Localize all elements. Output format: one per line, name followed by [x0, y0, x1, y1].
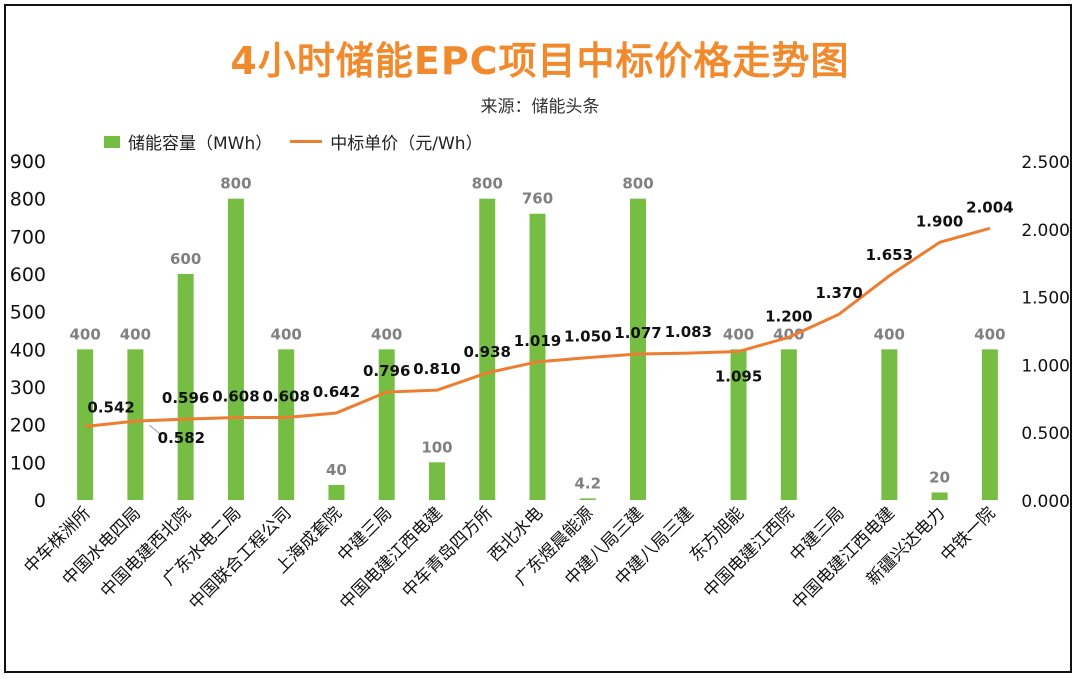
y-left-tick-label: 500 [10, 302, 46, 324]
line-data-label: 1.077 [614, 324, 661, 342]
legend-item-bar: 储能容量（MWh） [104, 129, 272, 154]
chart-legend: 储能容量（MWh） 中标单价（元/Wh） [104, 129, 491, 154]
bar [630, 198, 647, 500]
bar-data-label: 400 [120, 325, 151, 343]
bar [529, 213, 546, 500]
bar-data-label: 760 [522, 190, 553, 208]
data-label-leader-line [149, 424, 162, 436]
line-data-label: 1.083 [665, 323, 712, 341]
y-left-tick-label: 0 [34, 490, 46, 512]
line-data-label: 0.596 [162, 389, 209, 407]
y-left-tick-label: 200 [10, 415, 46, 437]
y-right-tick-label: 1.000 [1021, 356, 1070, 376]
line-data-label: 0.938 [464, 343, 511, 361]
x-tick-label: 中铁一院 [937, 503, 999, 565]
bar-data-label: 400 [723, 325, 754, 343]
y-right-tick-label: 0.500 [1021, 424, 1070, 444]
y-left-tick-label: 900 [10, 151, 46, 173]
bar [378, 349, 395, 500]
bar [981, 349, 998, 500]
bar-data-label: 800 [622, 175, 653, 193]
bar [127, 349, 144, 500]
bar-data-label: 400 [974, 325, 1005, 343]
line-data-label: 0.642 [313, 383, 360, 401]
y-right-tick-label: 2.500 [1021, 153, 1070, 173]
legend-label-line: 中标单价（元/Wh） [330, 134, 483, 154]
y-left-tick-label: 100 [10, 452, 46, 474]
bar [931, 492, 948, 500]
line-data-label: 1.050 [564, 328, 611, 346]
x-tick-label: 中车青岛四方所 [398, 503, 496, 601]
chart-title: 4小时储能EPC项目中标价格走势图 [230, 39, 850, 83]
line-data-label: 1.095 [715, 368, 762, 386]
line-data-label: 0.810 [413, 360, 460, 378]
line-data-label: 0.582 [158, 429, 205, 447]
y-left-tick-label: 800 [10, 189, 46, 211]
bar-data-label: 400 [69, 325, 100, 343]
line-data-label: 0.796 [363, 362, 410, 380]
bar [77, 349, 94, 500]
bar [780, 349, 797, 500]
x-tick-label: 中国电建西北院 [97, 503, 195, 601]
bar-data-label: 400 [874, 325, 905, 343]
line-data-label: 1.900 [916, 212, 963, 230]
y-right-tick-label: 0.000 [1021, 492, 1070, 512]
bar [177, 274, 194, 500]
bar-data-label: 20 [929, 468, 950, 486]
line-data-label: 1.653 [866, 246, 913, 264]
line-data-label: 2.004 [966, 198, 1013, 216]
bar-data-label: 4.2 [574, 474, 601, 492]
bar [278, 349, 295, 500]
y-right-tick-label: 1.500 [1021, 289, 1070, 309]
x-tick-label: 中国电建江西院 [700, 503, 798, 601]
legend-swatch-line [290, 140, 323, 143]
y-left-tick-label: 700 [10, 226, 46, 248]
line-data-label: 1.370 [815, 284, 862, 302]
chart-subtitle: 来源：储能头条 [480, 97, 600, 117]
y-left-tick-label: 300 [10, 377, 46, 399]
bar-data-label: 800 [472, 175, 503, 193]
line-data-label: 1.200 [765, 307, 812, 325]
bar-data-label: 400 [371, 325, 402, 343]
line-data-label: 0.608 [262, 388, 309, 406]
y-left-tick-label: 400 [10, 339, 46, 361]
bar-data-label: 600 [170, 250, 201, 268]
line-data-label: 0.608 [212, 388, 259, 406]
bar-data-label: 100 [421, 438, 452, 456]
bar [881, 349, 898, 500]
legend-swatch-bar [104, 135, 120, 148]
legend-label-bar: 储能容量（MWh） [128, 134, 273, 154]
bar-data-label: 400 [271, 325, 302, 343]
line-data-label: 1.019 [514, 332, 561, 350]
legend-item-line: 中标单价（元/Wh） [290, 129, 483, 154]
bar [328, 484, 345, 500]
bar [479, 198, 496, 500]
bar [227, 198, 244, 500]
y-left-tick-label: 600 [10, 264, 46, 286]
bar-data-label: 800 [220, 175, 251, 193]
line-series [84, 226, 991, 428]
line-data-label: 0.542 [87, 399, 134, 417]
y-right-tick-label: 2.000 [1021, 221, 1070, 241]
bar-data-label: 40 [326, 461, 347, 479]
bar [579, 498, 596, 500]
bar [730, 349, 747, 500]
bar [428, 462, 445, 500]
